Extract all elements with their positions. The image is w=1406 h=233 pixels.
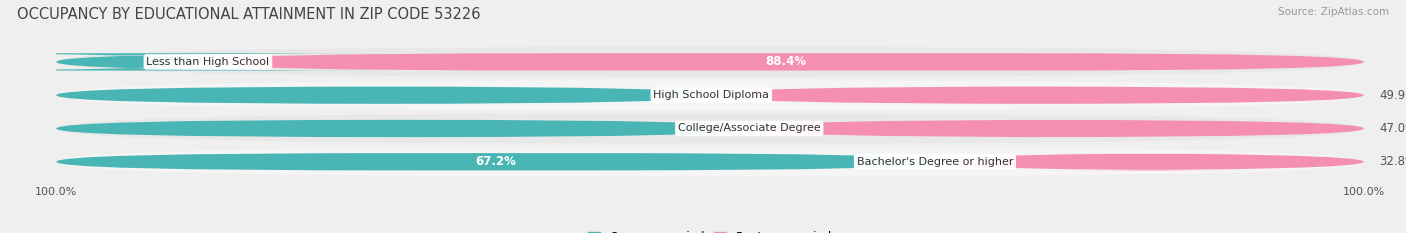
Text: OCCUPANCY BY EDUCATIONAL ATTAINMENT IN ZIP CODE 53226: OCCUPANCY BY EDUCATIONAL ATTAINMENT IN Z…: [17, 7, 481, 22]
Text: 11.6%: 11.6%: [155, 55, 193, 69]
Text: 88.4%: 88.4%: [765, 55, 807, 69]
Legend: Owner-occupied, Renter-occupied: Owner-occupied, Renter-occupied: [583, 226, 837, 233]
Text: 47.0%: 47.0%: [1379, 122, 1406, 135]
FancyBboxPatch shape: [56, 147, 1364, 177]
FancyBboxPatch shape: [0, 53, 396, 71]
Text: 49.9%: 49.9%: [1379, 89, 1406, 102]
FancyBboxPatch shape: [56, 113, 1364, 144]
FancyBboxPatch shape: [56, 86, 711, 104]
FancyBboxPatch shape: [711, 86, 1364, 104]
FancyBboxPatch shape: [56, 153, 935, 170]
FancyBboxPatch shape: [935, 153, 1364, 170]
Text: 32.8%: 32.8%: [1379, 155, 1406, 168]
Text: 67.2%: 67.2%: [475, 155, 516, 168]
FancyBboxPatch shape: [56, 47, 1364, 77]
FancyBboxPatch shape: [749, 120, 1364, 137]
FancyBboxPatch shape: [56, 80, 1364, 110]
Text: Source: ZipAtlas.com: Source: ZipAtlas.com: [1278, 7, 1389, 17]
Text: 50.1%: 50.1%: [658, 89, 696, 102]
FancyBboxPatch shape: [208, 53, 1364, 71]
Text: Less than High School: Less than High School: [146, 57, 270, 67]
FancyBboxPatch shape: [56, 120, 749, 137]
Text: 53.0%: 53.0%: [696, 122, 734, 135]
Text: High School Diploma: High School Diploma: [654, 90, 769, 100]
Text: College/Associate Degree: College/Associate Degree: [678, 123, 821, 134]
Text: Bachelor's Degree or higher: Bachelor's Degree or higher: [856, 157, 1014, 167]
